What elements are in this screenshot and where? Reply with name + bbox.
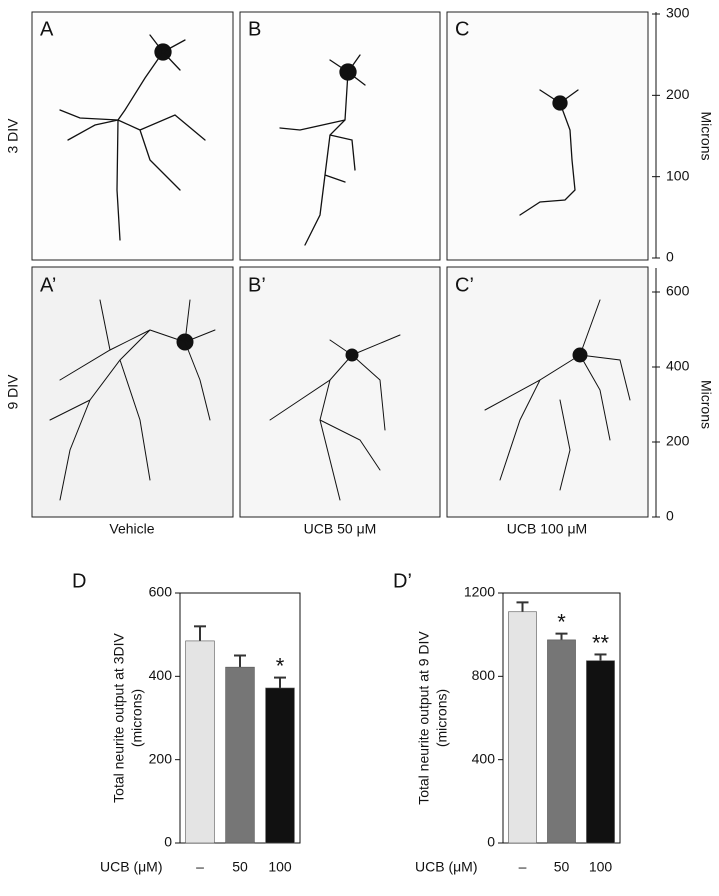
y-tick-label: 200	[149, 750, 173, 766]
tick-label: 0	[666, 249, 674, 265]
tick-label: 200	[666, 433, 690, 449]
neuron	[519, 89, 579, 216]
panel-label: C’	[455, 274, 474, 296]
y-tick-label: 400	[149, 667, 173, 683]
column-label: UCB 100 μM	[507, 521, 587, 537]
scale-label: Microns	[698, 111, 714, 160]
y-tick-label: 0	[164, 834, 172, 850]
panel-label: D’	[393, 570, 412, 592]
x-tick-label: 100	[589, 859, 613, 875]
x-tick-label: –	[196, 859, 204, 875]
bar	[225, 666, 255, 844]
tick-label: 600	[666, 283, 690, 299]
image-panel	[446, 11, 649, 261]
y-tick-label: 600	[149, 584, 173, 600]
y-axis-label: Total neurite output at 9 DIV	[416, 631, 432, 805]
neuron	[484, 299, 631, 491]
x-axis-label: UCB (μM)	[415, 859, 478, 875]
y-axis-label: (microns)	[129, 689, 145, 747]
micrographs	[31, 11, 649, 518]
tick-label: 300	[666, 5, 690, 21]
panel-label: D	[72, 570, 86, 592]
x-tick-label: –	[519, 859, 527, 875]
tick-label: 0	[666, 508, 674, 524]
scale-label: Microns	[698, 380, 714, 429]
row-label: 9 DIV	[5, 374, 21, 410]
image-panel	[31, 11, 234, 261]
panel-label: A’	[40, 274, 56, 296]
panel-label: A	[40, 18, 54, 40]
neuron	[269, 334, 401, 501]
y-tick-label: 0	[487, 834, 495, 850]
x-tick-label: 50	[232, 859, 248, 875]
tick-label: 200	[666, 86, 690, 102]
panel-label: C	[455, 18, 469, 40]
image-panel	[446, 266, 649, 518]
bar	[586, 660, 615, 844]
x-axis-label: UCB (μM)	[100, 859, 163, 875]
tick-label: 100	[666, 167, 690, 183]
bar	[508, 611, 537, 844]
bar	[265, 687, 295, 844]
bar	[185, 640, 215, 844]
x-tick-label: 50	[554, 859, 570, 875]
image-panel	[239, 11, 441, 261]
column-label: Vehicle	[109, 521, 154, 537]
significance: **	[592, 630, 610, 655]
neuron	[59, 34, 206, 241]
y-tick-label: 1200	[464, 584, 495, 600]
row-label: 3 DIV	[5, 118, 21, 154]
bar	[547, 639, 576, 844]
panel-label: B	[248, 18, 261, 40]
tick-label: 400	[666, 358, 690, 374]
y-tick-label: 800	[472, 667, 496, 683]
x-tick-label: 100	[268, 859, 292, 875]
image-panel	[239, 266, 441, 518]
y-tick-label: 400	[472, 750, 496, 766]
neuron	[279, 54, 366, 246]
image-panel	[31, 266, 234, 518]
neuron	[49, 299, 216, 501]
y-axis-label: (microns)	[434, 689, 450, 747]
y-axis-label: Total neurite output at 3DIV	[111, 633, 127, 803]
significance: *	[557, 609, 566, 634]
column-label: UCB 50 μM	[304, 521, 377, 537]
significance: *	[276, 653, 285, 678]
panel-label: B’	[248, 274, 266, 296]
